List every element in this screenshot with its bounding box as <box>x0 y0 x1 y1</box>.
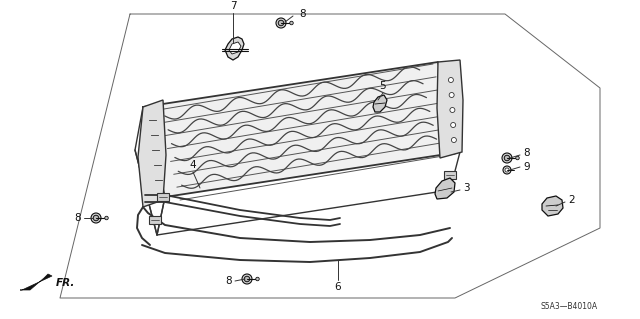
Text: 8: 8 <box>299 9 306 19</box>
Circle shape <box>276 18 286 28</box>
Circle shape <box>516 156 519 160</box>
Polygon shape <box>225 37 244 60</box>
Text: 8: 8 <box>523 148 530 158</box>
Polygon shape <box>542 196 563 216</box>
Polygon shape <box>373 95 387 112</box>
Circle shape <box>451 122 456 128</box>
Polygon shape <box>138 100 166 207</box>
Polygon shape <box>229 42 241 54</box>
Text: FR.: FR. <box>56 278 76 288</box>
Text: 6: 6 <box>335 282 341 292</box>
Text: S5A3—B4010A: S5A3—B4010A <box>541 302 598 311</box>
Text: 9: 9 <box>523 162 530 172</box>
Circle shape <box>91 213 101 223</box>
Text: 8: 8 <box>74 213 81 223</box>
Circle shape <box>244 276 250 282</box>
Circle shape <box>450 108 455 113</box>
Circle shape <box>449 93 454 98</box>
Circle shape <box>290 21 293 25</box>
Circle shape <box>505 168 509 172</box>
Text: 3: 3 <box>463 183 470 193</box>
Text: 2: 2 <box>568 195 575 205</box>
Polygon shape <box>157 193 169 201</box>
Text: 8: 8 <box>225 276 232 286</box>
Circle shape <box>502 153 512 163</box>
Circle shape <box>93 215 99 221</box>
Circle shape <box>278 20 284 26</box>
Text: 4: 4 <box>189 160 196 170</box>
Circle shape <box>242 274 252 284</box>
Circle shape <box>503 166 511 174</box>
Circle shape <box>256 277 259 281</box>
Polygon shape <box>444 171 456 179</box>
Polygon shape <box>149 216 161 224</box>
Polygon shape <box>437 60 463 158</box>
Circle shape <box>105 216 108 220</box>
Text: 7: 7 <box>230 1 236 11</box>
Polygon shape <box>20 274 52 290</box>
Text: 5: 5 <box>380 81 387 91</box>
Circle shape <box>449 78 453 83</box>
Polygon shape <box>435 178 455 199</box>
Circle shape <box>451 137 456 143</box>
Polygon shape <box>143 62 460 197</box>
Circle shape <box>504 155 509 161</box>
